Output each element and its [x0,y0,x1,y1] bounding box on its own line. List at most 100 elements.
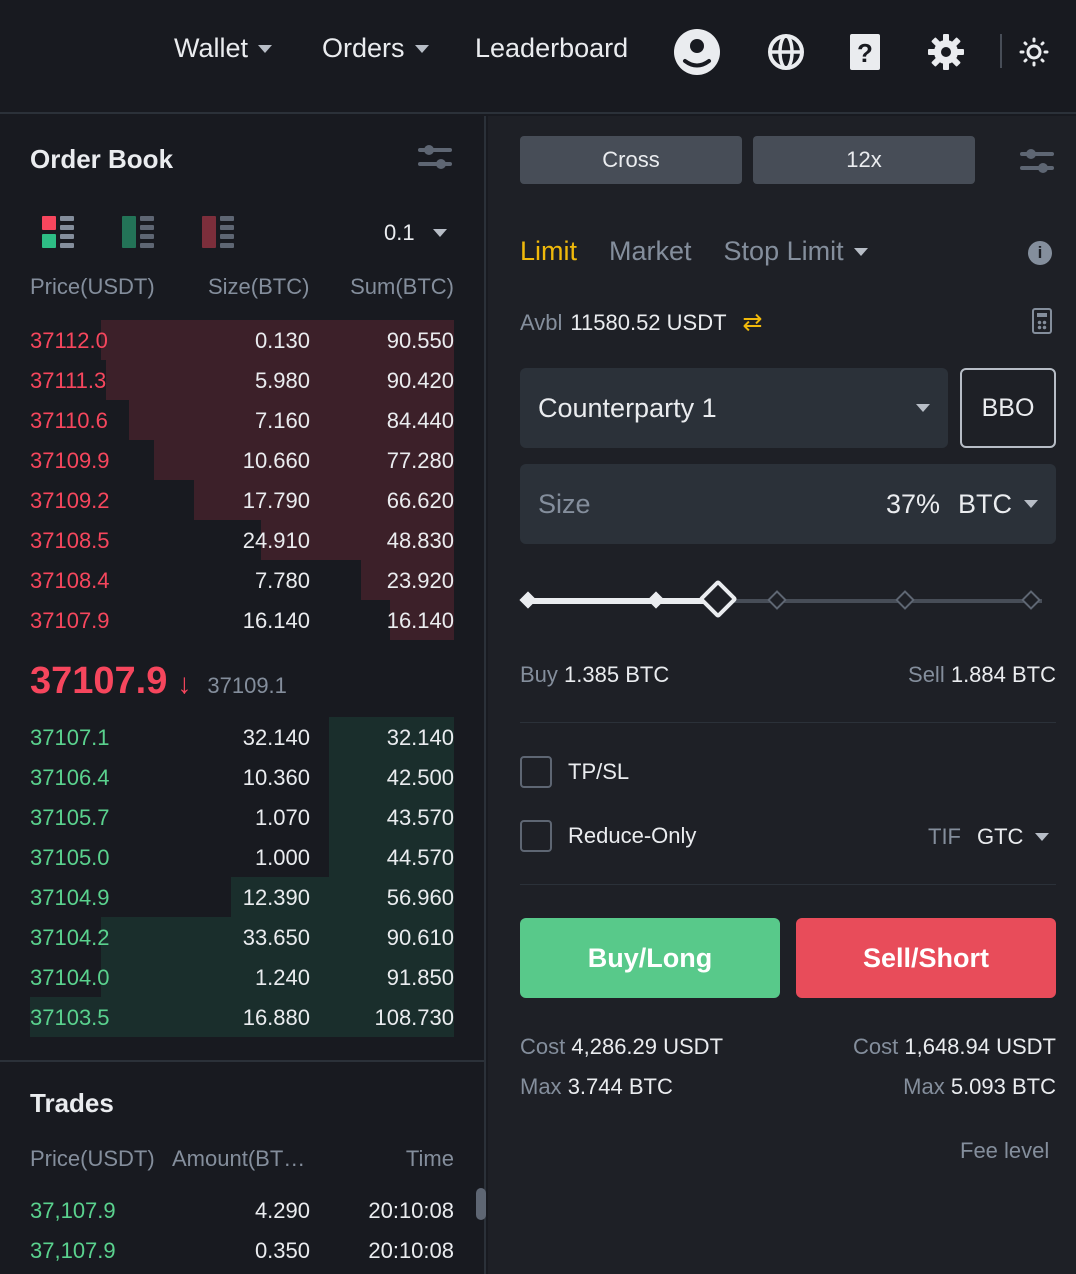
bid-size: 32.140 [242,725,310,750]
bid-row[interactable]: 37104.2 33.650 90.610 [30,917,454,957]
bid-depth-bar [328,757,454,797]
trade-time-header: Time [405,1146,454,1171]
divider [520,884,1056,885]
slider-step-75[interactable] [895,590,915,610]
margin-mode-button[interactable]: Cross [520,136,742,184]
ask-sum: 90.420 [386,368,454,393]
chevron-down-icon [432,229,447,237]
tpsl-checkbox[interactable] [520,756,552,788]
bid-sum: 90.610 [386,925,454,950]
ask-row[interactable]: 37108.5 24.910 48.830 [30,520,454,560]
slider-step-50[interactable] [767,590,787,610]
ask-price: 37112.0 [30,328,108,353]
size-input[interactable]: Size 37% BTC [520,464,1056,544]
bid-price: 37104.0 [30,965,110,990]
calculator-icon[interactable] [1032,308,1052,334]
order-form-settings-icon[interactable] [1020,146,1054,176]
ask-row[interactable]: 37111.3 5.980 90.420 [30,360,454,400]
ask-sum: 48.830 [386,528,454,553]
bid-price: 37106.4 [30,765,110,790]
bid-size: 12.390 [242,885,310,910]
nav-leaderboard-link[interactable]: Leaderboard [475,33,628,64]
sell-max: Max 5.093 BTC [903,1074,1056,1100]
size-slider[interactable] [519,579,1042,619]
bid-sum: 42.500 [386,765,454,790]
view-asks-icon[interactable] [202,216,236,250]
globe-icon[interactable] [762,28,810,76]
theme-toggle-icon[interactable] [1010,28,1058,76]
slider-thumb[interactable] [698,579,738,619]
sell-short-button[interactable]: Sell/Short [796,918,1056,998]
avbl-label: Avbl [520,309,563,335]
buy-cost-label: Cost [520,1034,566,1059]
user-account-icon[interactable] [673,28,721,76]
reduce-only-checkbox-row[interactable]: Reduce-Only [520,820,696,852]
ask-row[interactable]: 37108.4 7.780 23.920 [30,560,454,600]
ask-size: 7.780 [254,568,310,593]
gear-icon[interactable] [922,28,970,76]
tab-stop-limit[interactable]: Stop Limit [724,236,868,267]
trade-amount-header: Amount(BT… [172,1146,306,1171]
ask-size: 24.910 [242,528,310,553]
ask-row[interactable]: 37107.9 16.140 16.140 [30,600,454,640]
trade-price: 37,107.9 [30,1238,116,1263]
bid-row[interactable]: 37105.7 1.070 43.570 [30,797,454,837]
ask-sum: 77.280 [386,448,454,473]
info-icon[interactable]: i [1028,241,1052,265]
view-both-icon[interactable] [42,216,76,250]
tab-limit[interactable]: Limit [520,236,578,266]
bid-depth-bar [328,717,454,757]
buy-cost-value: 4,286.29 USDT [571,1034,724,1059]
buy-amount-value: 1.385 BTC [564,662,670,687]
bid-depth-bar [30,997,454,1037]
trades-scrollbar[interactable] [476,1188,486,1220]
view-bids-icon[interactable] [122,216,156,250]
tif-select[interactable]: TIF GTC [928,824,1050,850]
bid-sum: 91.850 [386,965,454,990]
nav-wallet-menu[interactable]: Wallet [174,33,273,64]
ask-row[interactable]: 37109.9 10.660 77.280 [30,440,454,480]
bbo-button[interactable]: BBO [960,368,1056,448]
ask-row[interactable]: 37109.2 17.790 66.620 [30,480,454,520]
ask-depth-bar [261,520,454,560]
ask-row[interactable]: 37112.0 0.130 90.550 [30,320,454,360]
bid-row[interactable]: 37103.5 16.880 108.730 [30,997,454,1037]
leverage-button[interactable]: 12x [753,136,975,184]
bid-row[interactable]: 37105.0 1.000 44.570 [30,837,454,877]
reduce-only-checkbox[interactable] [520,820,552,852]
bid-row[interactable]: 37107.1 32.140 32.140 [30,717,454,757]
bid-size: 10.360 [242,765,310,790]
ask-depth-bar [361,560,454,600]
bid-row[interactable]: 37106.4 10.360 42.500 [30,757,454,797]
buy-long-button[interactable]: Buy/Long [520,918,780,998]
slider-step-100[interactable] [1021,590,1041,610]
trade-time: 20:10:08 [368,1238,454,1263]
reduce-only-label: Reduce-Only [568,823,697,848]
ask-size: 16.140 [242,608,310,633]
order-book-title: Order Book [30,144,174,174]
transfer-icon[interactable]: ⇄ [742,309,763,336]
tpsl-checkbox-row[interactable]: TP/SL [520,756,629,788]
fee-level-link[interactable]: Fee level [960,1138,1050,1163]
bid-row[interactable]: 37104.0 1.240 91.850 [30,957,454,997]
slider-step-25[interactable] [647,591,665,609]
slider-step-0[interactable] [519,591,537,609]
bid-price: 37104.2 [30,925,110,950]
bid-sum: 108.730 [374,1005,454,1030]
ask-price: 37108.4 [30,568,110,593]
tab-market[interactable]: Market [609,236,692,266]
nav-orders-menu[interactable]: Orders [322,33,429,64]
help-icon[interactable]: ? [841,28,889,76]
ask-row[interactable]: 37110.6 7.160 84.440 [30,400,454,440]
available-balance: Avbl 11580.52 USDT ⇄ [520,308,763,337]
ask-size: 7.160 [254,408,310,433]
ask-size: 0.130 [254,328,310,353]
size-unit-label: BTC [958,488,1012,519]
size-unit-select[interactable]: BTC [958,489,1038,520]
order-book-settings-icon[interactable] [418,142,452,172]
counterparty-select[interactable]: Counterparty 1 [520,368,948,448]
bid-sum: 44.570 [386,845,454,870]
chevron-down-icon [414,44,429,53]
precision-select[interactable]: 0.1 [384,220,447,246]
bid-row[interactable]: 37104.9 12.390 56.960 [30,877,454,917]
